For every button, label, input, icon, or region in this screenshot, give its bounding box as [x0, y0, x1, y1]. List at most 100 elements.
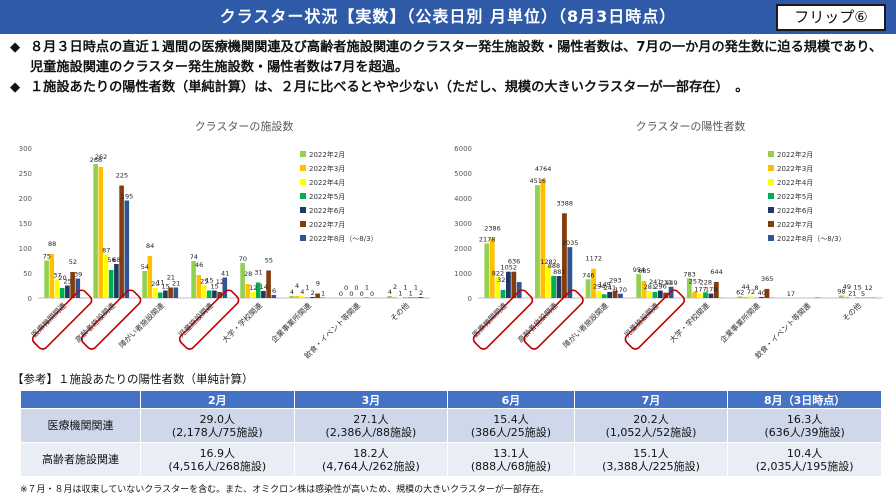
bar: [245, 284, 251, 298]
legend-swatch: [300, 193, 306, 199]
highlight-frame: [80, 289, 142, 350]
data-label: 55: [265, 257, 273, 265]
data-label: 88: [48, 240, 56, 248]
per-facility-detail: (3,388人/225施設): [602, 459, 700, 473]
highlight-box: [80, 289, 142, 350]
legend-swatch: [300, 235, 306, 241]
per-facility-detail: (636人/39施設): [764, 425, 845, 439]
bar: [271, 295, 277, 298]
highlight-frame: [624, 289, 686, 350]
bar: [299, 296, 305, 298]
data-label: 12: [249, 284, 257, 292]
category-label: その他: [388, 300, 411, 323]
category-label: 医療機関関連: [470, 300, 509, 339]
bar: [535, 185, 540, 298]
bullet-item: ◆ １施設あたりの陽性者数（単純計算）は、２月に比べるとやや少ない（ただし、規模…: [10, 78, 890, 98]
data-label: 783: [683, 270, 695, 278]
y-tick-label: 200: [19, 195, 32, 203]
bar: [506, 271, 511, 298]
bar: [240, 263, 245, 298]
data-label: 2: [311, 289, 315, 297]
bar: [601, 294, 607, 298]
y-tick-label: 150: [19, 220, 32, 228]
data-label: 54: [141, 263, 149, 271]
data-label: 1: [403, 284, 407, 292]
category-label: 障がい者施設関連: [116, 300, 166, 350]
bar: [408, 297, 413, 298]
legend-swatch: [768, 235, 774, 241]
legend-swatch: [300, 165, 306, 171]
data-label: 4516: [529, 177, 546, 185]
row-label: 高齢者施設関連: [20, 442, 141, 477]
y-tick-label: 2000: [454, 245, 472, 253]
bar: [289, 296, 294, 298]
data-label: 888: [548, 262, 560, 270]
data-label: 746: [582, 271, 594, 279]
per-facility-value: 27.1人: [353, 412, 389, 426]
per-facility-detail: (4,764人/262施設): [322, 459, 420, 473]
table-cell: 20.2人 (1,052人/52施設): [573, 408, 729, 443]
column-header: [20, 390, 141, 409]
y-tick-label: 0: [28, 295, 32, 303]
bar: [152, 288, 158, 298]
bar: [708, 293, 714, 298]
data-label: 5: [861, 290, 865, 298]
per-facility-value: 20.2人: [633, 412, 669, 426]
column-header: 3月: [293, 390, 449, 409]
y-tick-label: 6000: [454, 145, 472, 153]
data-label: 0: [339, 290, 343, 298]
bar: [261, 291, 266, 298]
bar: [585, 279, 591, 298]
data-label: 449: [665, 279, 677, 287]
bar: [191, 261, 196, 298]
data-label: 294: [593, 283, 605, 291]
bar: [748, 296, 754, 298]
bar: [315, 293, 320, 298]
bar: [737, 296, 743, 298]
data-label: 25: [200, 278, 208, 286]
data-label: 4: [295, 282, 299, 290]
data-label: 52: [69, 258, 77, 266]
category-label: 企業事業所関連: [718, 300, 763, 345]
highlight-box: [31, 289, 93, 350]
per-facility-value: 16.9人: [199, 446, 236, 460]
per-facility-value: 10.4人: [786, 446, 823, 460]
data-label: 8: [754, 284, 758, 292]
bar: [201, 285, 207, 298]
bar: [255, 282, 261, 298]
data-label: 6: [272, 287, 276, 295]
data-label: 25: [64, 278, 72, 286]
legend-label: 2022年4月: [777, 178, 813, 187]
bar: [387, 296, 392, 298]
bar: [212, 290, 217, 298]
data-label: 1: [321, 290, 325, 298]
legend-swatch: [768, 165, 774, 171]
data-label: 0: [360, 290, 364, 298]
bar: [713, 281, 719, 298]
data-label: 15: [162, 283, 170, 291]
legend-label: 2022年5月: [777, 192, 813, 201]
facility-count-chart: クラスターの施設数0501001502002503007588372025523…: [19, 119, 430, 360]
data-label: 3388: [556, 199, 573, 207]
reference-table: 2月 3月 6月 7月 8月（3日時点） 医療機関関連 29.0人 (2,178人…: [20, 390, 882, 477]
data-label: 17: [787, 290, 795, 298]
bar: [596, 290, 602, 298]
bar: [636, 274, 642, 298]
data-label: 0: [349, 290, 353, 298]
data-label: 1: [365, 284, 369, 292]
table-cell: 16.9人 (4,516人/268施設): [140, 442, 295, 477]
table-cell: 29.0人 (2,178人/75施設): [140, 408, 295, 443]
bar: [163, 290, 168, 298]
category-label: 大学・学校関連: [667, 300, 712, 345]
legend-label: 2022年2月: [777, 150, 813, 159]
data-label: 178: [705, 286, 717, 294]
bar: [607, 291, 613, 298]
legend-label: 2022年5月: [309, 192, 345, 201]
data-label: 84: [146, 242, 154, 250]
data-label: 822: [492, 269, 504, 277]
data-label: 87: [102, 247, 110, 255]
category-label: 大学・学校関連: [220, 300, 265, 345]
legend-label: 2022年7月: [309, 220, 345, 229]
table-header-row: 2月 3月 6月 7月 8月（3日時点）: [20, 390, 882, 409]
highlight-box: [523, 289, 584, 350]
